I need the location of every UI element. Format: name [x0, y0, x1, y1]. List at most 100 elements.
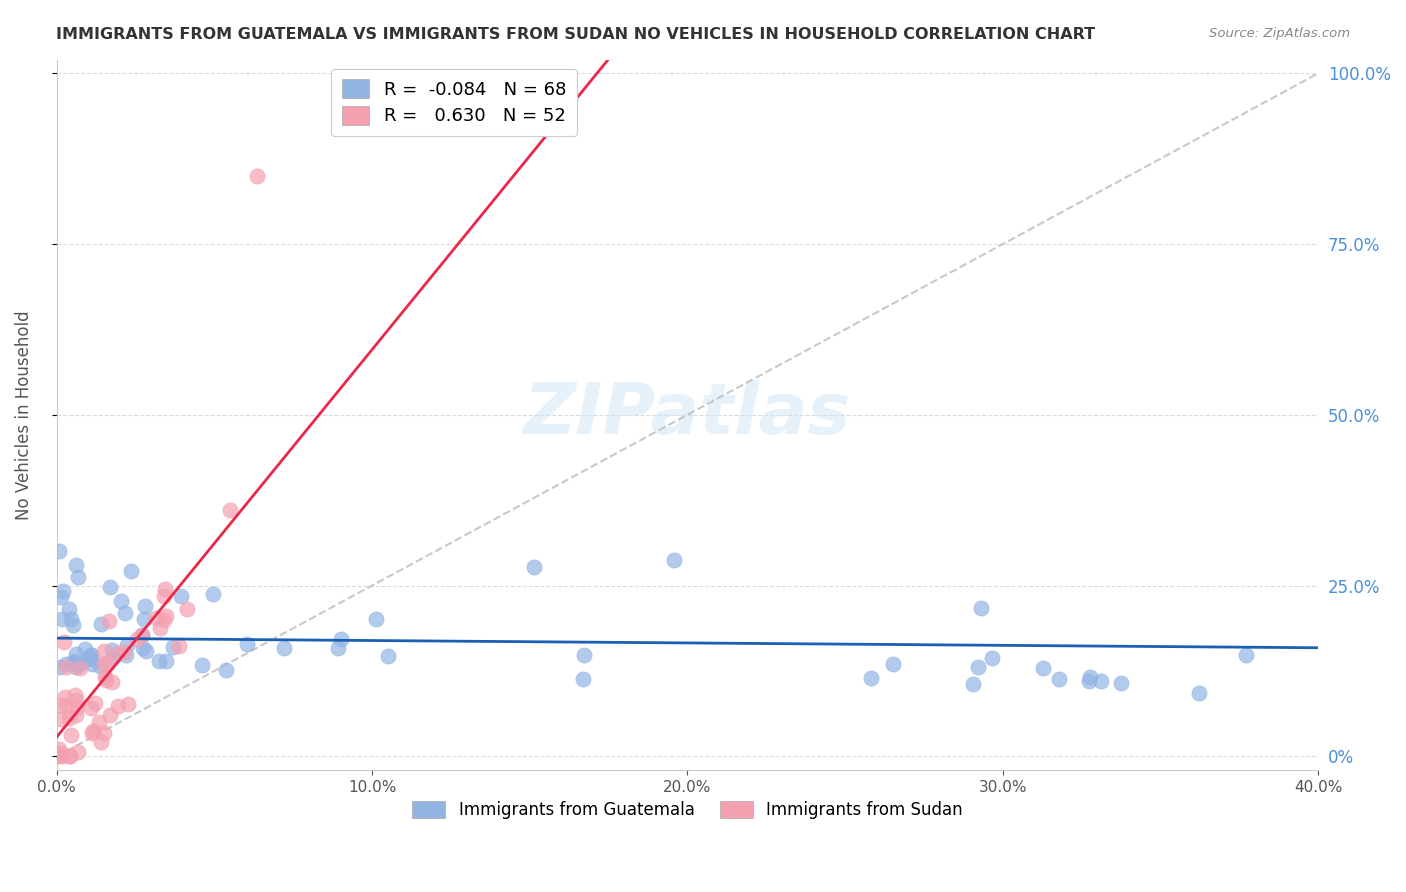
- Immigrants from Guatemala: [1234, 648, 1257, 662]
- Immigrants from Guatemala: [155, 654, 177, 668]
- Immigrants from Guatemala: [170, 589, 193, 603]
- Immigrants from Guatemala: [90, 616, 112, 631]
- Immigrants from Sudan: [55, 660, 77, 674]
- Immigrants from Guatemala: [66, 570, 89, 584]
- Immigrants from Sudan: [46, 749, 69, 764]
- Immigrants from Sudan: [101, 674, 124, 689]
- Immigrants from Sudan: [52, 635, 75, 649]
- Immigrants from Guatemala: [132, 612, 155, 626]
- Immigrants from Sudan: [145, 611, 167, 625]
- Immigrants from Guatemala: [523, 559, 546, 574]
- Immigrants from Guatemala: [67, 657, 90, 671]
- Immigrants from Guatemala: [79, 652, 101, 666]
- Immigrants from Guatemala: [860, 671, 883, 685]
- Immigrants from Guatemala: [364, 612, 387, 626]
- Immigrants from Guatemala: [1111, 676, 1133, 690]
- Immigrants from Sudan: [90, 734, 112, 748]
- Immigrants from Sudan: [49, 698, 72, 712]
- Text: ZIPatlas: ZIPatlas: [524, 380, 851, 450]
- Immigrants from Guatemala: [63, 654, 86, 668]
- Immigrants from Guatemala: [59, 612, 82, 626]
- Immigrants from Guatemala: [49, 660, 72, 674]
- Immigrants from Guatemala: [201, 587, 224, 601]
- Immigrants from Sudan: [155, 609, 177, 624]
- Immigrants from Guatemala: [273, 641, 295, 656]
- Immigrants from Guatemala: [148, 654, 170, 668]
- Immigrants from Guatemala: [110, 594, 132, 608]
- Immigrants from Guatemala: [98, 580, 121, 594]
- Immigrants from Sudan: [93, 726, 115, 740]
- Immigrants from Guatemala: [377, 649, 399, 664]
- Immigrants from Guatemala: [121, 564, 143, 578]
- Y-axis label: No Vehicles in Household: No Vehicles in Household: [15, 310, 32, 520]
- Immigrants from Guatemala: [52, 584, 75, 599]
- Immigrants from Sudan: [94, 673, 117, 687]
- Immigrants from Guatemala: [89, 658, 111, 673]
- Immigrants from Sudan: [51, 749, 73, 764]
- Legend: Immigrants from Guatemala, Immigrants from Sudan: Immigrants from Guatemala, Immigrants fr…: [405, 794, 970, 826]
- Immigrants from Guatemala: [65, 648, 87, 662]
- Immigrants from Sudan: [246, 169, 269, 183]
- Immigrants from Guatemala: [115, 638, 138, 652]
- Immigrants from Sudan: [93, 657, 115, 672]
- Immigrants from Sudan: [107, 646, 129, 660]
- Immigrants from Sudan: [65, 708, 87, 723]
- Immigrants from Guatemala: [100, 642, 122, 657]
- Immigrants from Guatemala: [214, 664, 236, 678]
- Immigrants from Guatemala: [1078, 670, 1101, 684]
- Immigrants from Guatemala: [134, 599, 156, 613]
- Immigrants from Guatemala: [191, 657, 214, 672]
- Immigrants from Sudan: [82, 724, 104, 739]
- Immigrants from Guatemala: [65, 659, 87, 673]
- Immigrants from Guatemala: [77, 651, 100, 665]
- Immigrants from Sudan: [53, 690, 76, 704]
- Immigrants from Sudan: [131, 628, 153, 642]
- Immigrants from Guatemala: [58, 602, 80, 616]
- Immigrants from Guatemala: [80, 648, 103, 662]
- Immigrants from Sudan: [114, 645, 136, 659]
- Immigrants from Sudan: [94, 670, 117, 684]
- Immigrants from Sudan: [107, 698, 129, 713]
- Immigrants from Sudan: [66, 700, 89, 714]
- Immigrants from Guatemala: [967, 659, 990, 673]
- Immigrants from Guatemala: [572, 648, 595, 662]
- Immigrants from Guatemala: [51, 611, 73, 625]
- Immigrants from Guatemala: [49, 591, 72, 605]
- Immigrants from Sudan: [153, 613, 176, 627]
- Immigrants from Sudan: [153, 589, 176, 603]
- Immigrants from Guatemala: [662, 553, 685, 567]
- Immigrants from Sudan: [49, 712, 72, 726]
- Immigrants from Sudan: [117, 697, 139, 711]
- Text: Source: ZipAtlas.com: Source: ZipAtlas.com: [1209, 27, 1350, 40]
- Immigrants from Guatemala: [115, 648, 138, 662]
- Immigrants from Sudan: [65, 692, 87, 706]
- Immigrants from Guatemala: [1078, 673, 1101, 688]
- Immigrants from Sudan: [176, 602, 198, 616]
- Immigrants from Sudan: [55, 698, 77, 712]
- Immigrants from Sudan: [58, 711, 80, 725]
- Immigrants from Sudan: [97, 656, 120, 670]
- Immigrants from Sudan: [69, 661, 91, 675]
- Immigrants from Sudan: [93, 644, 115, 658]
- Immigrants from Guatemala: [132, 640, 155, 655]
- Immigrants from Sudan: [48, 742, 70, 756]
- Immigrants from Guatemala: [1031, 660, 1053, 674]
- Immigrants from Guatemala: [326, 640, 349, 655]
- Immigrants from Sudan: [58, 749, 80, 764]
- Immigrants from Sudan: [59, 728, 82, 742]
- Text: IMMIGRANTS FROM GUATEMALA VS IMMIGRANTS FROM SUDAN NO VEHICLES IN HOUSEHOLD CORR: IMMIGRANTS FROM GUATEMALA VS IMMIGRANTS …: [56, 27, 1095, 42]
- Immigrants from Guatemala: [62, 618, 84, 632]
- Immigrants from Guatemala: [572, 672, 595, 686]
- Immigrants from Sudan: [125, 632, 148, 646]
- Immigrants from Sudan: [98, 615, 121, 629]
- Immigrants from Sudan: [87, 715, 110, 730]
- Immigrants from Guatemala: [882, 657, 904, 671]
- Immigrants from Sudan: [82, 725, 104, 739]
- Immigrants from Sudan: [219, 503, 242, 517]
- Immigrants from Guatemala: [55, 657, 77, 671]
- Immigrants from Sudan: [46, 749, 69, 764]
- Immigrants from Guatemala: [1047, 673, 1070, 687]
- Immigrants from Guatemala: [970, 601, 993, 615]
- Immigrants from Sudan: [79, 701, 101, 715]
- Immigrants from Sudan: [67, 745, 90, 759]
